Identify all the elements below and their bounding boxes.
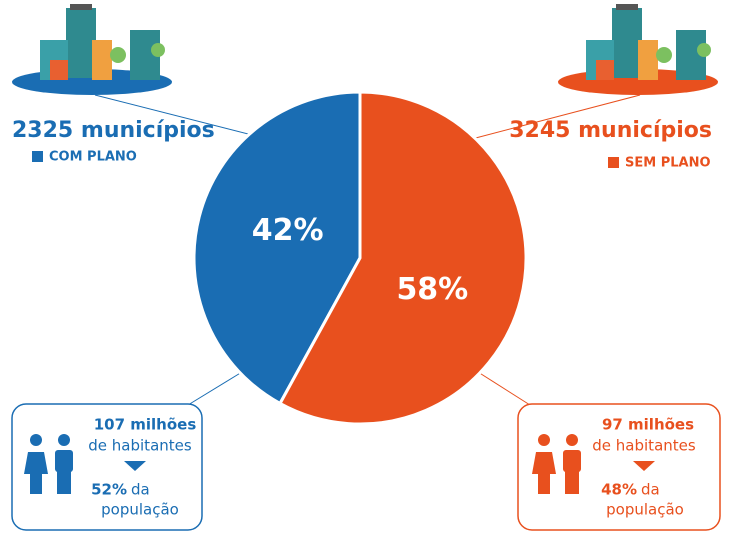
share-suffix: da (641, 481, 660, 499)
share: 48% (601, 481, 637, 499)
arrow (633, 461, 655, 471)
population-box (11, 403, 203, 531)
arrow (124, 461, 146, 471)
slice-label: 42% (252, 213, 324, 248)
population-unit: de habitantes (88, 437, 192, 455)
connector (467, 94, 641, 141)
share-unit: população (101, 501, 179, 519)
legend-swatch (32, 151, 43, 162)
share-unit: população (606, 501, 684, 519)
people-icon (24, 434, 73, 494)
slice-label: 58% (396, 272, 468, 307)
city-left (12, 4, 172, 95)
connector (477, 371, 531, 406)
population-unit: de habitantes (592, 437, 696, 455)
connector (94, 94, 261, 138)
population: 97 milhões (602, 416, 694, 434)
population: 107 milhões (94, 416, 197, 434)
legend-label: COM PLANO (49, 150, 137, 165)
city-right (558, 4, 718, 95)
legend-label: SEM PLANO (625, 156, 711, 171)
pie-slice (277, 90, 528, 426)
pie-slice (192, 90, 362, 406)
share: 52% (91, 481, 127, 499)
legend-swatch (608, 157, 619, 168)
pie: 42% 58% (192, 90, 528, 426)
connector (187, 371, 243, 406)
count: 3245 municípios (509, 118, 712, 143)
share-suffix: da (131, 481, 150, 499)
count: 2325 municípios (12, 118, 215, 143)
people-icon (532, 434, 581, 494)
